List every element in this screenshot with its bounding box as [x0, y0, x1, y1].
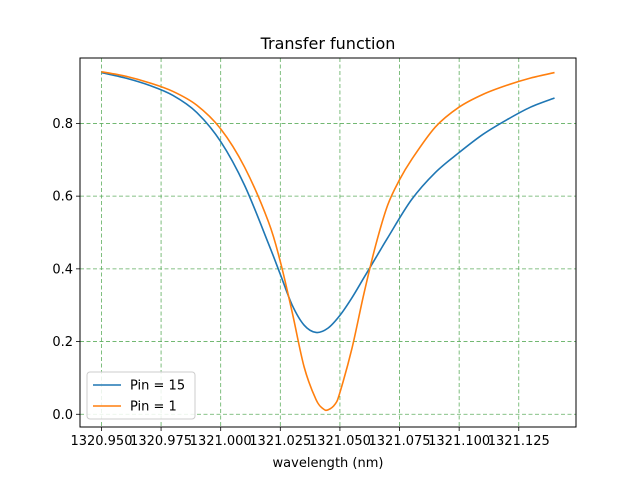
x-tick-label: 1321.025	[249, 434, 311, 449]
series-group	[101, 71, 555, 412]
legend-box	[86, 371, 196, 420]
x-tick-label: 1320.950	[70, 434, 132, 449]
x-tick-label: 1321.125	[488, 434, 550, 449]
x-tick-label: 1321.100	[428, 434, 490, 449]
x-tick-label: 1321.050	[309, 434, 371, 449]
series-line-2	[101, 71, 555, 412]
y-tick-label: 0.8	[52, 117, 73, 132]
y-tick-label: 0.6	[52, 190, 73, 205]
legend-label: Pin = 15	[130, 379, 185, 394]
legend-label: Pin = 1	[130, 400, 177, 415]
ticks: 1320.9501320.9751321.0001321.0251321.050…	[52, 117, 549, 449]
y-tick-label: 0.4	[52, 262, 73, 277]
x-tick-label: 1321.000	[190, 434, 252, 449]
x-tick-label: 1321.075	[369, 434, 431, 449]
plot-area-frame	[79, 57, 577, 428]
y-tick-label: 0.0	[52, 408, 73, 423]
series-line-1	[101, 71, 555, 334]
x-tick-label: 1320.975	[130, 434, 192, 449]
legend: Pin = 15 Pin = 1	[86, 371, 196, 420]
y-tick-label: 0.2	[52, 335, 73, 350]
grid	[80, 58, 576, 427]
x-axis-label: wavelength (nm)	[273, 456, 384, 471]
chart-title: Transfer function	[260, 34, 396, 53]
